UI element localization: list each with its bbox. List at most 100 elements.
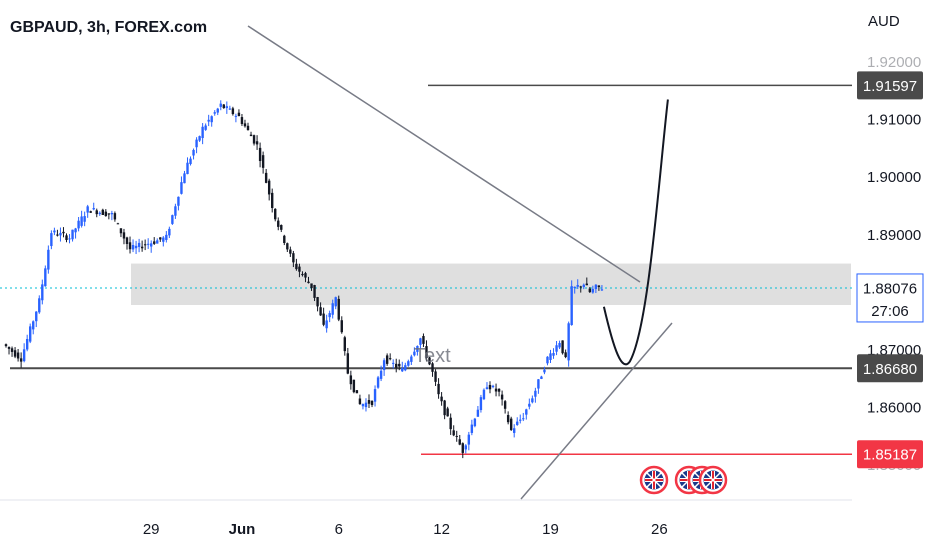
candle-body (310, 283, 313, 289)
candle-body (122, 232, 126, 239)
candle-body (567, 323, 570, 361)
candle-body (307, 281, 310, 284)
symbol-title[interactable]: GBPAUD, 3h, FOREX.com (10, 19, 208, 36)
candle-body (316, 297, 319, 307)
candle-body (186, 162, 189, 175)
candle-body (292, 253, 295, 263)
candle-body (355, 390, 359, 394)
candle-body (65, 235, 68, 240)
candle-body (449, 417, 452, 430)
candle-body (92, 208, 95, 210)
candle-body (150, 243, 153, 247)
candle-body (564, 352, 567, 358)
candle-body (231, 108, 235, 115)
candle-body (125, 237, 129, 244)
candles (4, 100, 604, 459)
candle-body (434, 371, 437, 382)
candle-body (497, 388, 501, 392)
candle-body (258, 147, 262, 162)
candle-body (582, 284, 585, 288)
currency-label: AUD (868, 13, 900, 30)
candle-body (95, 210, 98, 215)
candle-body (473, 418, 477, 427)
ascending-trendline[interactable] (520, 322, 673, 500)
candle-body (234, 115, 238, 117)
text-annotation[interactable]: Text (414, 345, 451, 367)
candle-body (283, 235, 286, 244)
candle-body (600, 289, 604, 291)
candle-body (162, 237, 165, 242)
candle-body (107, 213, 111, 215)
candle-body (513, 428, 516, 433)
candle-body (216, 108, 219, 113)
candle-body (159, 237, 162, 240)
candle-body (500, 394, 504, 400)
candle-body (585, 283, 588, 286)
candle-body (286, 243, 289, 250)
candle-body (401, 368, 404, 372)
candle-body (509, 418, 513, 430)
candle-body (137, 242, 141, 247)
supply-demand-zone (131, 263, 851, 305)
candle-body (128, 242, 132, 250)
candle-body (143, 244, 147, 246)
candle-body (482, 389, 486, 400)
candle-body (16, 352, 20, 359)
price-tag-low-text: 1.85187 (863, 447, 917, 464)
candle-body (407, 361, 410, 366)
candle-body (373, 389, 377, 402)
candle-body (446, 408, 449, 417)
candle-body (443, 400, 446, 416)
candle-body (376, 377, 380, 388)
candle-body (295, 263, 298, 270)
candle-body (243, 123, 247, 127)
price-axis: 1.910001.900001.890001.880001.870001.860… (867, 54, 921, 474)
projection-curve[interactable] (602, 99, 669, 366)
candle-body (503, 401, 507, 409)
candle-body (476, 409, 480, 417)
candle-body (68, 238, 71, 240)
candle-body (410, 356, 413, 362)
candle-body (437, 383, 440, 395)
candle-body (322, 313, 325, 325)
x-tick-label: Jun (229, 521, 256, 538)
candle-body (485, 387, 489, 390)
descending-trendline[interactable] (247, 25, 641, 283)
candle-body (50, 233, 53, 247)
price-tag-support-text: 1.86680 (863, 361, 917, 378)
candle-body (528, 403, 531, 407)
candle-body (479, 397, 483, 411)
candle-body (392, 362, 395, 364)
candle-body (116, 223, 120, 225)
candle-body (240, 117, 244, 124)
candle-body (540, 376, 543, 379)
candle-body (189, 158, 192, 165)
candle-body (74, 228, 77, 233)
candle-body (576, 285, 579, 287)
candle-body (183, 173, 186, 184)
candle-body (264, 172, 268, 183)
price-tag-low (857, 440, 923, 469)
candle-body (325, 320, 328, 329)
candle-body (491, 385, 495, 388)
price-tag-top-text: 1.91597 (863, 78, 917, 95)
candle-body (56, 234, 59, 236)
candle-body (494, 388, 498, 392)
candle-body (101, 209, 104, 215)
candle-body (25, 338, 29, 350)
candle-body (77, 220, 80, 229)
candle-body (364, 402, 368, 408)
candle-body (370, 400, 374, 406)
candle-body (558, 343, 561, 348)
candle-body (488, 384, 492, 390)
candle-body (452, 430, 455, 436)
price-tag-top (857, 71, 923, 100)
gb-flag-icon[interactable] (639, 465, 669, 495)
candle-body (337, 298, 340, 320)
candle-body (591, 288, 595, 293)
gb-flag-icon[interactable] (698, 465, 728, 495)
candle-body (546, 356, 549, 364)
candle-body (343, 337, 346, 352)
candle-body (13, 350, 17, 357)
